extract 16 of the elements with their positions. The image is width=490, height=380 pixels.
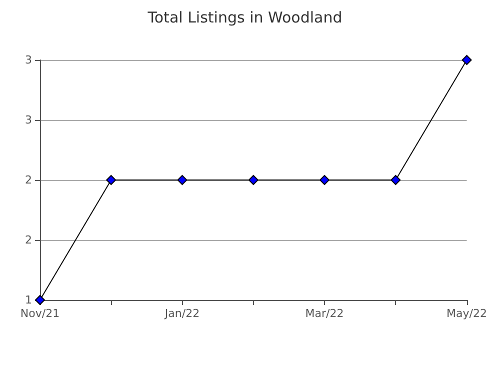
point: [248, 175, 258, 185]
y-tick-label: 2: [25, 174, 32, 186]
y-tick-label: 3: [25, 54, 32, 66]
x-tick-label: Mar/22: [305, 307, 344, 320]
point: [390, 175, 401, 185]
point: [320, 175, 330, 185]
y-tick-label: 3: [25, 114, 32, 126]
point: [462, 55, 472, 65]
x-tick-label: May/22: [446, 307, 488, 320]
point: [106, 175, 116, 185]
point: [177, 175, 188, 185]
y-tick-label: 2: [25, 234, 32, 246]
y-tick-label: 1: [25, 294, 32, 306]
x-tick-label: Jan/22: [164, 307, 200, 320]
x-tick-label: Nov/21: [20, 307, 60, 320]
chart-title: Total Listings in Woodland: [146, 8, 342, 26]
